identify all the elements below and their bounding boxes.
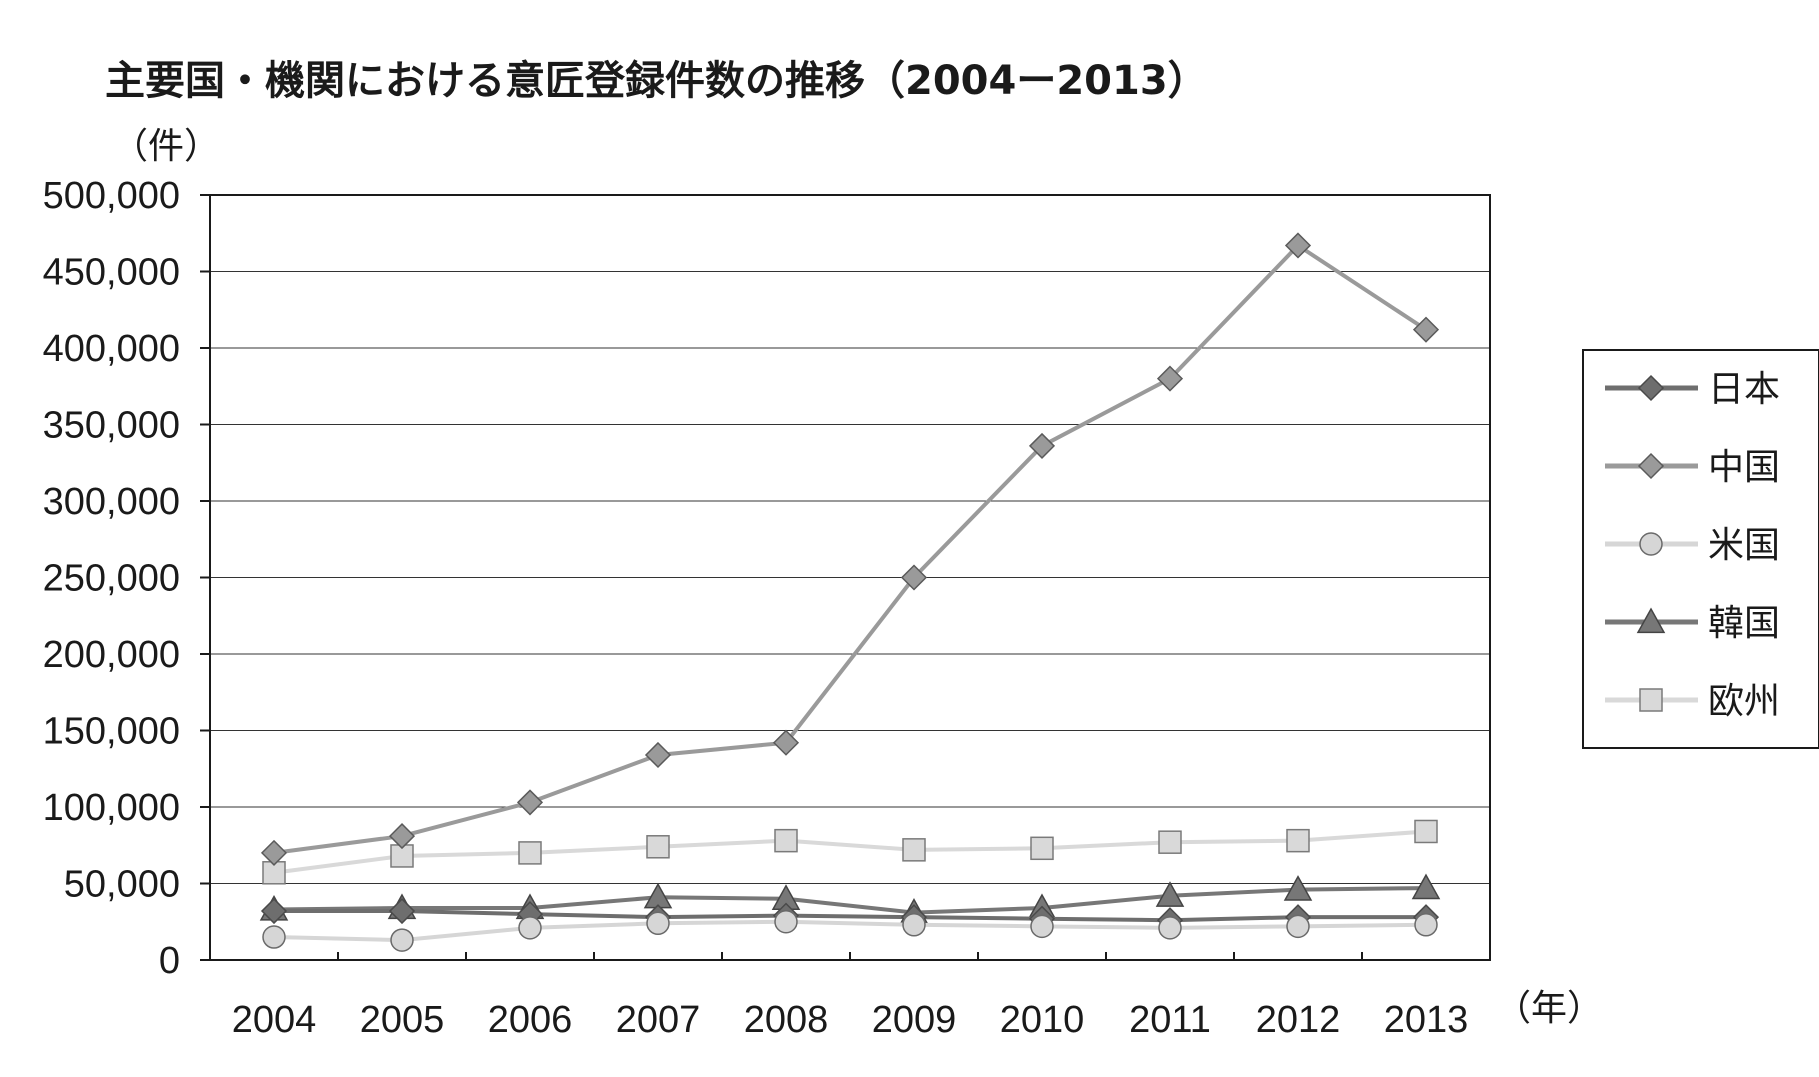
- legend-label: 韓国: [1708, 603, 1780, 644]
- x-tick-label: 2013: [1384, 999, 1469, 1041]
- x-tick-label: 2005: [360, 999, 445, 1041]
- data-point: [1158, 830, 1182, 854]
- series-中国: [260, 232, 1440, 866]
- legend-marker: [1637, 452, 1665, 480]
- y-tick-label: 350,000: [43, 405, 180, 447]
- data-point: [1411, 873, 1441, 900]
- x-axis-unit-label: （年）: [1495, 988, 1603, 1029]
- legend-label: 日本: [1708, 369, 1780, 410]
- data-point: [1156, 365, 1184, 392]
- x-tick-label: 2009: [872, 999, 957, 1041]
- data-point: [644, 741, 672, 769]
- x-tick-label: 2006: [488, 999, 573, 1041]
- series-line: [273, 243, 1428, 855]
- legend-box: [1582, 349, 1819, 749]
- data-point: [772, 729, 800, 756]
- legend-marker: [1636, 607, 1666, 634]
- data-point: [262, 925, 286, 949]
- data-point: [388, 897, 416, 925]
- data-point: [902, 838, 926, 862]
- legend-item: 欧州: [1605, 681, 1780, 722]
- legend-label: 欧州: [1708, 681, 1780, 722]
- y-tick-label: 0: [159, 940, 180, 982]
- data-point: [646, 911, 670, 936]
- x-axis: 2004 2005 2006 2007 2008 2009 2010 2011 2012 2013: [209, 952, 1491, 1041]
- data-point: [1414, 819, 1438, 844]
- y-axis: 500,000 450,000 400,000 350,000 300,000 250,0…: [43, 175, 210, 982]
- data-point: [1155, 881, 1185, 907]
- x-tick-label: 2010: [1000, 999, 1085, 1041]
- data-point: [900, 564, 928, 591]
- legend-marker: [1639, 532, 1663, 556]
- legend-marker: [1637, 374, 1665, 402]
- series-line: [273, 886, 1427, 915]
- y-tick-label: 500,000: [43, 175, 180, 217]
- series-line: [274, 909, 1426, 923]
- data-point: [388, 823, 416, 850]
- data-point: [1414, 913, 1438, 937]
- x-tick-label: 2007: [616, 999, 701, 1041]
- data-point: [1284, 232, 1312, 259]
- data-point: [1412, 316, 1440, 343]
- data-point: [902, 913, 926, 937]
- data-point: [1283, 875, 1313, 901]
- data-point: [390, 928, 414, 952]
- data-point: [1030, 914, 1054, 939]
- legend-item: 日本: [1605, 369, 1780, 410]
- y-tick-label: 250,000: [43, 558, 180, 600]
- gridlines: [210, 271, 1490, 884]
- data-point: [518, 916, 542, 940]
- y-tick-label: 450,000: [43, 252, 180, 294]
- data-point: [1158, 916, 1182, 940]
- x-tick-label: 2008: [744, 999, 829, 1041]
- chart-title: 主要国・機関における意匠登録件数の推移（2004ー2013）: [105, 58, 1208, 104]
- data-point: [1028, 432, 1056, 459]
- y-axis-unit-label: （件）: [112, 126, 220, 167]
- legend-label: 中国: [1708, 447, 1780, 488]
- series-米国: [262, 910, 1438, 952]
- data-point: [1286, 914, 1310, 939]
- series-line: [273, 829, 1427, 875]
- data-point: [1286, 828, 1310, 853]
- y-tick-label: 150,000: [43, 711, 180, 753]
- data-point: [1030, 836, 1054, 861]
- legend-item: 韓国: [1605, 603, 1780, 644]
- series-line: [273, 919, 1427, 943]
- legend-item: 中国: [1605, 447, 1780, 488]
- y-tick-label: 300,000: [43, 481, 180, 523]
- data-point: [774, 828, 798, 853]
- data-point: [774, 910, 798, 934]
- x-tick-label: 2012: [1256, 999, 1341, 1041]
- series-欧州: [262, 819, 1438, 885]
- y-tick-label: 50,000: [64, 864, 180, 906]
- x-tick-label: 2004: [232, 999, 317, 1041]
- y-tick-label: 400,000: [43, 328, 180, 370]
- data-point: [260, 897, 288, 925]
- data-point: [260, 839, 288, 866]
- x-tick-label: 2011: [1129, 999, 1211, 1041]
- legend-item: 米国: [1605, 525, 1780, 566]
- y-tick-label: 100,000: [43, 787, 180, 829]
- legend-label: 米国: [1708, 525, 1780, 566]
- legend-marker: [1639, 688, 1663, 712]
- data-point: [516, 789, 544, 816]
- series-layer: [259, 232, 1441, 952]
- y-tick-label: 200,000: [43, 634, 180, 676]
- data-point: [518, 841, 542, 865]
- data-point: [646, 835, 670, 859]
